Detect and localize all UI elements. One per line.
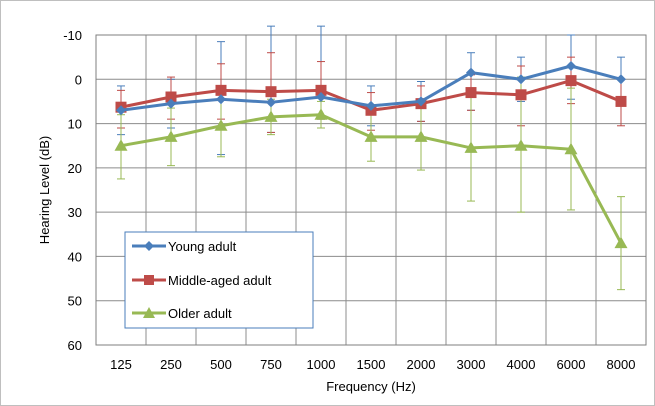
y-tick-label: 60 [68, 338, 82, 353]
data-point-older-adult [464, 141, 478, 153]
x-tick-label: 1500 [357, 357, 386, 372]
data-point-middle-aged-adult [265, 86, 277, 98]
x-tick-label: 4000 [507, 357, 536, 372]
legend-item-middle-aged-adult: Middle-aged adult [132, 273, 272, 288]
data-point-older-adult [114, 139, 128, 151]
data-point-middle-aged-adult [165, 91, 177, 103]
legend-marker-middle-aged-adult [144, 275, 154, 285]
data-point-young-adult [366, 100, 376, 111]
data-point-older-adult [314, 108, 328, 120]
y-tick-label: -10 [63, 28, 82, 43]
y-tick-label: 40 [68, 249, 82, 264]
data-point-older-adult [414, 130, 428, 142]
data-point-middle-aged-adult [615, 95, 627, 107]
data-point-young-adult [516, 74, 526, 85]
data-point-older-adult [214, 119, 228, 131]
plot-area-border [95, 34, 647, 346]
x-tick-label: 500 [210, 357, 232, 372]
data-point-young-adult [216, 94, 226, 105]
y-tick-label: 50 [68, 294, 82, 309]
y-tick-label: 0 [75, 72, 82, 87]
data-point-middle-aged-adult [215, 84, 227, 96]
data-point-young-adult [316, 92, 326, 102]
data-point-middle-aged-adult [465, 87, 477, 99]
data-point-young-adult [116, 105, 126, 116]
x-tick-label: 6000 [557, 357, 586, 372]
legend-label-young-adult: Young adult [168, 239, 237, 254]
series-layer [114, 61, 628, 249]
x-tick-label: 3000 [457, 357, 486, 372]
legend-marker-young-adult [144, 241, 154, 251]
y-tick-label: 20 [68, 161, 82, 176]
legend-marker-older-adult [143, 307, 155, 318]
x-tick-labels: 125 250 500 750 1000 1500 2000 3000 4000 6000 8000 [110, 357, 635, 372]
legend-label-middle-aged-adult: Middle-aged adult [168, 273, 272, 288]
y-tick-labels: -10 0 10 20 30 40 50 60 [63, 28, 82, 353]
data-point-older-adult [514, 139, 528, 151]
x-tick-label: 250 [160, 357, 182, 372]
data-point-older-adult [264, 110, 278, 122]
data-point-middle-aged-adult [515, 89, 527, 101]
data-point-young-adult [416, 96, 426, 107]
legend-label-older-adult: Older adult [168, 306, 232, 321]
x-tick-label: 125 [110, 357, 132, 372]
x-tick-label: 750 [260, 357, 282, 372]
data-point-middle-aged-adult [315, 84, 327, 96]
data-point-older-adult [164, 130, 178, 142]
data-point-young-adult [616, 74, 626, 85]
x-axis-title: Frequency (Hz) [326, 379, 416, 394]
series-older-adult [114, 108, 628, 249]
data-point-young-adult [566, 61, 576, 71]
x-tick-label: 1000 [307, 357, 336, 372]
data-point-young-adult [166, 98, 176, 109]
data-point-middle-aged-adult [565, 75, 577, 87]
legend-item-older-adult: Older adult [132, 306, 232, 321]
data-point-older-adult [614, 236, 628, 249]
x-tick-label: 8000 [607, 357, 636, 372]
y-tick-label: 10 [68, 117, 82, 132]
data-point-older-adult [564, 142, 578, 155]
x-tick-label: 2000 [407, 357, 436, 372]
y-tick-label: 30 [68, 205, 82, 220]
data-point-young-adult [266, 97, 276, 108]
series-young-adult [116, 61, 626, 116]
data-point-young-adult [466, 67, 476, 78]
data-point-older-adult [364, 130, 378, 142]
legend: Young adult Middle-aged adult Older adul… [124, 231, 314, 329]
legend-item-young-adult: Young adult [132, 239, 237, 254]
y-axis-title: Hearing Level (dB) [37, 136, 52, 244]
